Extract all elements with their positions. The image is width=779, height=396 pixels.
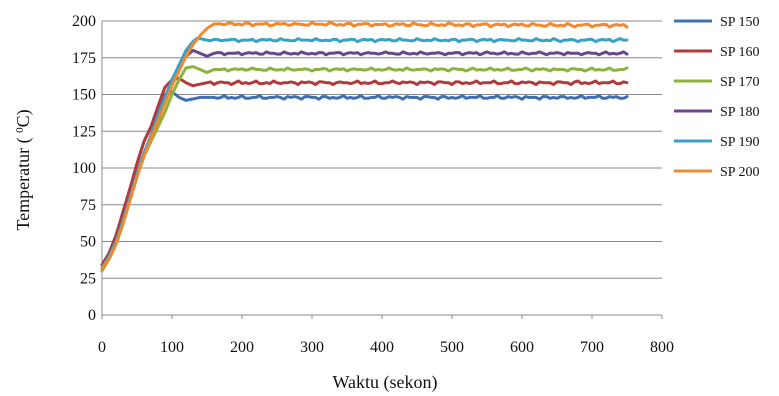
legend-label: SP 180 [720, 105, 760, 120]
legend-label: SP 200 [720, 165, 760, 180]
gridlines [102, 20, 662, 279]
series-line-sp-190 [100, 37, 629, 270]
series-line-sp-160 [100, 76, 629, 267]
y-tick-label: 100 [72, 160, 96, 177]
x-tick-label: 0 [98, 339, 106, 356]
legend: SP 150 SP 160 SP 170 SP 180 SP 190 SP 200 [674, 15, 760, 180]
x-axis-title: Waktu (sekon) [332, 372, 437, 393]
x-tick-label: 400 [370, 339, 394, 356]
y-tick-label: 175 [72, 50, 96, 67]
series-line-sp-150 [100, 90, 629, 267]
y-tick-label: 0 [88, 307, 96, 324]
y-tick-label: 200 [72, 13, 96, 30]
legend-label: SP 150 [720, 15, 760, 30]
series-line-sp-200 [100, 21, 629, 270]
y-tick-label: 125 [72, 123, 96, 140]
x-tick-label: 300 [300, 339, 324, 356]
x-tick-label: 800 [650, 339, 674, 356]
legend-label: SP 160 [720, 45, 760, 60]
x-tick-label: 100 [160, 339, 184, 356]
x-tick-label: 700 [580, 339, 604, 356]
y-tick-label: 25 [80, 270, 96, 287]
legend-label: SP 190 [720, 135, 760, 150]
series-line-sp-170 [100, 65, 629, 273]
y-axis-title-prefix: Temperatur ( [13, 133, 34, 231]
x-tick-label: 600 [510, 339, 534, 356]
series-lines [100, 21, 629, 273]
x-tick-label: 200 [230, 339, 254, 356]
x-tick-label: 500 [440, 339, 464, 356]
y-tick-label: 75 [80, 197, 96, 214]
y-tick-label: 50 [80, 234, 96, 251]
y-axis-title-superscript: 0 [14, 127, 26, 133]
tick-labels: 0 25 50 75 100 125 150 175 200 0 100 200 300 400 500 60… [72, 13, 674, 356]
y-tick-label: 150 [72, 87, 96, 104]
legend-label: SP 170 [720, 75, 760, 90]
axes [101, 21, 663, 319]
y-axis-title-suffix: C) [13, 109, 34, 127]
y-axis-title: Temperatur ( 0C) [13, 109, 34, 230]
